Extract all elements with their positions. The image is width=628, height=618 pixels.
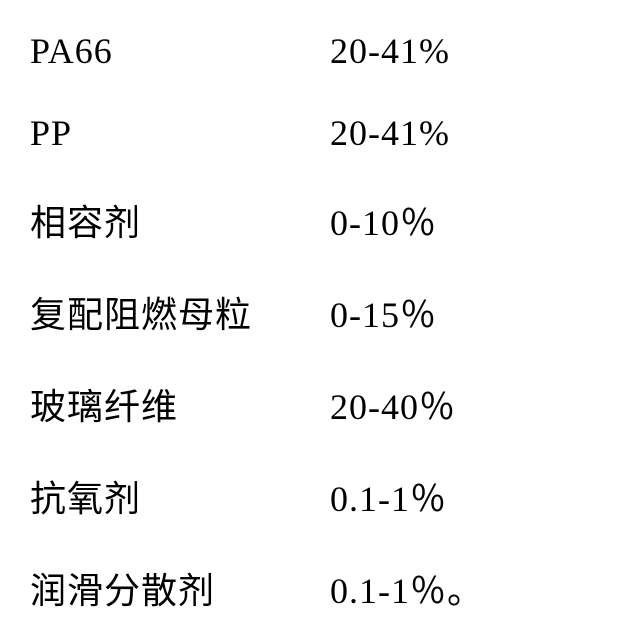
ingredient-value: 0.1-1％。: [330, 562, 484, 614]
ingredient-label: PA66: [30, 30, 330, 72]
table-row: PP 20-41%: [30, 112, 598, 154]
ingredient-value: 20-40％: [330, 378, 456, 430]
ingredient-label: 玻璃纤维: [30, 378, 330, 430]
ingredient-value: 20-41%: [330, 112, 450, 154]
table-row: 相容剂 0-10％: [30, 194, 598, 246]
ingredient-label: 相容剂: [30, 194, 330, 246]
ingredient-label: PP: [30, 112, 330, 154]
ingredient-label: 抗氧剂: [30, 470, 330, 522]
ingredient-value: 20-41%: [330, 30, 450, 72]
ingredient-value: 0-10％: [330, 194, 437, 246]
ingredient-value: 0-15％: [330, 286, 437, 338]
ingredient-label: 复配阻燃母粒: [30, 286, 330, 338]
composition-table: PA66 20-41% PP 20-41% 相容剂 0-10％ 复配阻燃母粒 0…: [30, 20, 598, 614]
ingredient-value: 0.1-1％: [330, 470, 447, 522]
table-row: 复配阻燃母粒 0-15％: [30, 286, 598, 338]
ingredient-label: 润滑分散剂: [30, 562, 330, 614]
table-row: 抗氧剂 0.1-1％: [30, 470, 598, 522]
table-row: 玻璃纤维 20-40％: [30, 378, 598, 430]
table-row: PA66 20-41%: [30, 30, 598, 72]
table-row: 润滑分散剂 0.1-1％。: [30, 562, 598, 614]
